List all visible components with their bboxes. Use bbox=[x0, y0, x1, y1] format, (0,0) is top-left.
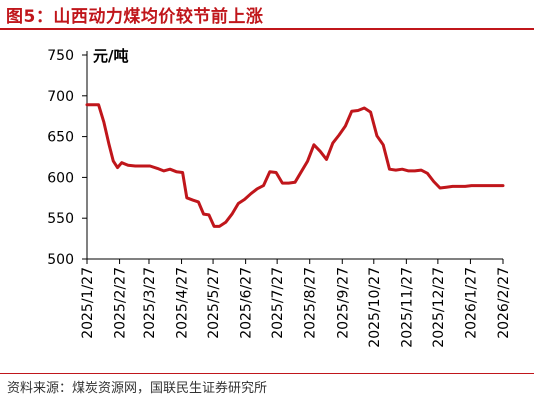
footer-divider bbox=[0, 373, 534, 374]
line-chart: 500 550 600 650 700 750 元/吨 2025/1/27 2025/2/27 2… bbox=[47, 47, 512, 348]
title-divider bbox=[0, 28, 534, 30]
y-tick-label: 650 bbox=[47, 130, 74, 146]
x-tick-label: 2025/1/27 bbox=[80, 267, 96, 339]
x-tick-label: 2025/2/27 bbox=[113, 267, 129, 339]
y-tick-label: 700 bbox=[47, 89, 74, 105]
price-series-line bbox=[85, 103, 505, 228]
plot-area bbox=[85, 103, 505, 228]
y-tick-label: 750 bbox=[47, 48, 74, 64]
x-tick-label: 2025/8/27 bbox=[303, 267, 319, 339]
y-tick-label: 550 bbox=[47, 211, 74, 227]
chart-title: 图5：山西动力煤均价较节前上涨 bbox=[6, 7, 264, 27]
y-tick-label: 600 bbox=[47, 170, 74, 186]
x-tick-label: 2026/1/27 bbox=[463, 267, 479, 339]
x-tick-label: 2025/6/27 bbox=[239, 267, 255, 339]
x-tick-label: 2025/9/27 bbox=[335, 267, 351, 339]
y-tick-label: 500 bbox=[47, 252, 74, 268]
x-tick-label: 2025/10/27 bbox=[367, 267, 383, 348]
x-tick-label: 2025/12/27 bbox=[431, 267, 447, 348]
x-tick-label: 2025/4/27 bbox=[175, 267, 191, 339]
x-tick-label: 2025/11/27 bbox=[399, 267, 415, 348]
x-tick-label: 2026/2/27 bbox=[496, 267, 512, 339]
axes: 500 550 600 650 700 750 元/吨 2025/1/27 2025/2/27 2… bbox=[47, 47, 512, 348]
x-tick-label: 2025/5/27 bbox=[206, 267, 222, 339]
x-tick-label: 2025/3/27 bbox=[142, 267, 158, 339]
x-tick-label: 2025/7/27 bbox=[270, 267, 286, 339]
source-note: 资料来源：煤炭资源网，国联民生证券研究所 bbox=[7, 381, 268, 396]
y-axis-unit: 元/吨 bbox=[93, 47, 128, 65]
